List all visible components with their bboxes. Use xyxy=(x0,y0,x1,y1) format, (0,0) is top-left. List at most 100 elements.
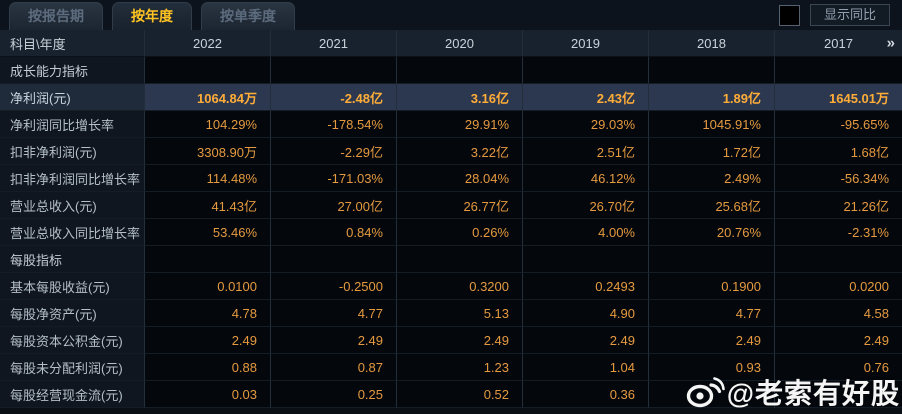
cell-value: 0.0200 xyxy=(775,273,902,300)
header-cell-year: 2022 xyxy=(145,30,271,57)
financial-metrics-table: 科目\年度 2022 2021 2020 2019 2018 2017» 成长能力指标 净利润(… xyxy=(0,30,902,408)
cell-value xyxy=(145,246,271,273)
cell-value xyxy=(775,246,902,273)
row-label: 净利润同比增长率 xyxy=(0,111,145,138)
cell-value xyxy=(775,381,902,408)
row-label: 净利润(元) xyxy=(0,84,145,111)
cell-value: 4.00% xyxy=(523,219,649,246)
cell-value: 0.3200 xyxy=(397,273,523,300)
table-row: 营业总收入同比增长率 53.46% 0.84% 0.26% 4.00% 20.76% -2.… xyxy=(0,219,902,246)
cell-value: 2.49 xyxy=(775,327,902,354)
cell-value: 114.48% xyxy=(145,165,271,192)
cell-value: -56.34% xyxy=(775,165,902,192)
cell-value: 46.12% xyxy=(523,165,649,192)
cell-value: 4.77 xyxy=(649,300,775,327)
cell-value: 0.93 xyxy=(649,354,775,381)
cell-value xyxy=(271,57,397,84)
cell-value: 0.88 xyxy=(145,354,271,381)
table-header-row: 科目\年度 2022 2021 2020 2019 2018 2017» xyxy=(0,30,902,57)
cell-value: 41.43亿 xyxy=(145,192,271,219)
tab-by-report-period[interactable]: 按报告期 xyxy=(9,2,103,30)
cell-value: 0.25 xyxy=(271,381,397,408)
cell-value: 5.13 xyxy=(397,300,523,327)
table-row: 每股净资产(元) 4.78 4.77 5.13 4.90 4.77 4.58 xyxy=(0,300,902,327)
header-cell-year: 2018 xyxy=(649,30,775,57)
cell-value: 1.23 xyxy=(397,354,523,381)
table-row: 扣非净利润(元) 3308.90万 -2.29亿 3.22亿 2.51亿 1.72亿 1.6… xyxy=(0,138,902,165)
cell-value xyxy=(145,57,271,84)
more-years-chevron-icon[interactable]: » xyxy=(886,34,895,52)
show-yoy-button[interactable]: 显示同比 xyxy=(810,4,890,26)
cell-value: 4.77 xyxy=(271,300,397,327)
row-label: 每股未分配利润(元) xyxy=(0,354,145,381)
cell-value xyxy=(397,57,523,84)
cell-value: 2.49 xyxy=(271,327,397,354)
row-label: 基本每股收益(元) xyxy=(0,273,145,300)
table-row: 每股未分配利润(元) 0.88 0.87 1.23 1.04 0.93 0.76 xyxy=(0,354,902,381)
cell-value: -2.29亿 xyxy=(271,138,397,165)
header-cell-year: 2021 xyxy=(271,30,397,57)
cell-value: 29.91% xyxy=(397,111,523,138)
cell-value: 26.70亿 xyxy=(523,192,649,219)
tab-by-quarter[interactable]: 按单季度 xyxy=(201,2,295,30)
cell-value: -2.48亿 xyxy=(271,84,397,111)
cell-value xyxy=(523,246,649,273)
cell-value: 2.49% xyxy=(649,165,775,192)
tab-by-year[interactable]: 按年度 xyxy=(112,2,192,30)
cell-value: 0.0100 xyxy=(145,273,271,300)
header-cell-year: 2017» xyxy=(775,30,902,57)
cell-value xyxy=(649,57,775,84)
tab-bar: 按报告期 按年度 按单季度 显示同比 xyxy=(0,0,902,30)
section-label: 每股指标 xyxy=(0,246,145,273)
cell-value: 0.2493 xyxy=(523,273,649,300)
cell-value: 2.51亿 xyxy=(523,138,649,165)
cell-value: 1.89亿 xyxy=(649,84,775,111)
yoy-controls: 显示同比 xyxy=(779,4,890,26)
cell-value xyxy=(523,57,649,84)
row-label: 扣非净利润(元) xyxy=(0,138,145,165)
table-row: 营业总收入(元) 41.43亿 27.00亿 26.77亿 26.70亿 25.68亿 21… xyxy=(0,192,902,219)
cell-value: 1.04 xyxy=(523,354,649,381)
cell-value: -0.2500 xyxy=(271,273,397,300)
cell-value: -178.54% xyxy=(271,111,397,138)
cell-value: 1045.91% xyxy=(649,111,775,138)
cell-value: 2.49 xyxy=(145,327,271,354)
cell-value: 0.52 xyxy=(397,381,523,408)
cell-value: 53.46% xyxy=(145,219,271,246)
header-cell-year: 2020 xyxy=(397,30,523,57)
row-label: 每股净资产(元) xyxy=(0,300,145,327)
cell-value: 26.77亿 xyxy=(397,192,523,219)
cell-value: 2.43亿 xyxy=(523,84,649,111)
cell-value: 27.00亿 xyxy=(271,192,397,219)
row-label: 扣非净利润同比增长率 xyxy=(0,165,145,192)
cell-value: 3.22亿 xyxy=(397,138,523,165)
cell-value: 4.58 xyxy=(775,300,902,327)
table-row: 净利润同比增长率 104.29% -178.54% 29.91% 29.03% 1045.… xyxy=(0,111,902,138)
row-label: 营业总收入同比增长率 xyxy=(0,219,145,246)
cell-value: 1.72亿 xyxy=(649,138,775,165)
period-tabs: 按报告期 按年度 按单季度 xyxy=(0,0,304,30)
cell-value: 104.29% xyxy=(145,111,271,138)
cell-value: 28.04% xyxy=(397,165,523,192)
cell-value xyxy=(649,246,775,273)
cell-value: 0.84% xyxy=(271,219,397,246)
cell-value: 2.49 xyxy=(397,327,523,354)
cell-value: -95.65% xyxy=(775,111,902,138)
cell-value: 4.90 xyxy=(523,300,649,327)
section-label: 成长能力指标 xyxy=(0,57,145,84)
cell-value xyxy=(271,246,397,273)
cell-value: 0.03 xyxy=(145,381,271,408)
cell-value: 0.26% xyxy=(397,219,523,246)
table-row: 每股经营现金流(元) 0.03 0.25 0.52 0.36 xyxy=(0,381,902,408)
cell-value: 1.68亿 xyxy=(775,138,902,165)
cell-value: 0.1900 xyxy=(649,273,775,300)
cell-value: 2.49 xyxy=(649,327,775,354)
section-row: 每股指标 xyxy=(0,246,902,273)
cell-value: 2.49 xyxy=(523,327,649,354)
row-label: 营业总收入(元) xyxy=(0,192,145,219)
cell-value: 0.36 xyxy=(523,381,649,408)
table-row: 每股资本公积金(元) 2.49 2.49 2.49 2.49 2.49 2.49 xyxy=(0,327,902,354)
show-yoy-checkbox[interactable] xyxy=(779,4,800,26)
table-row: 基本每股收益(元) 0.0100 -0.2500 0.3200 0.2493 0.1900… xyxy=(0,273,902,300)
